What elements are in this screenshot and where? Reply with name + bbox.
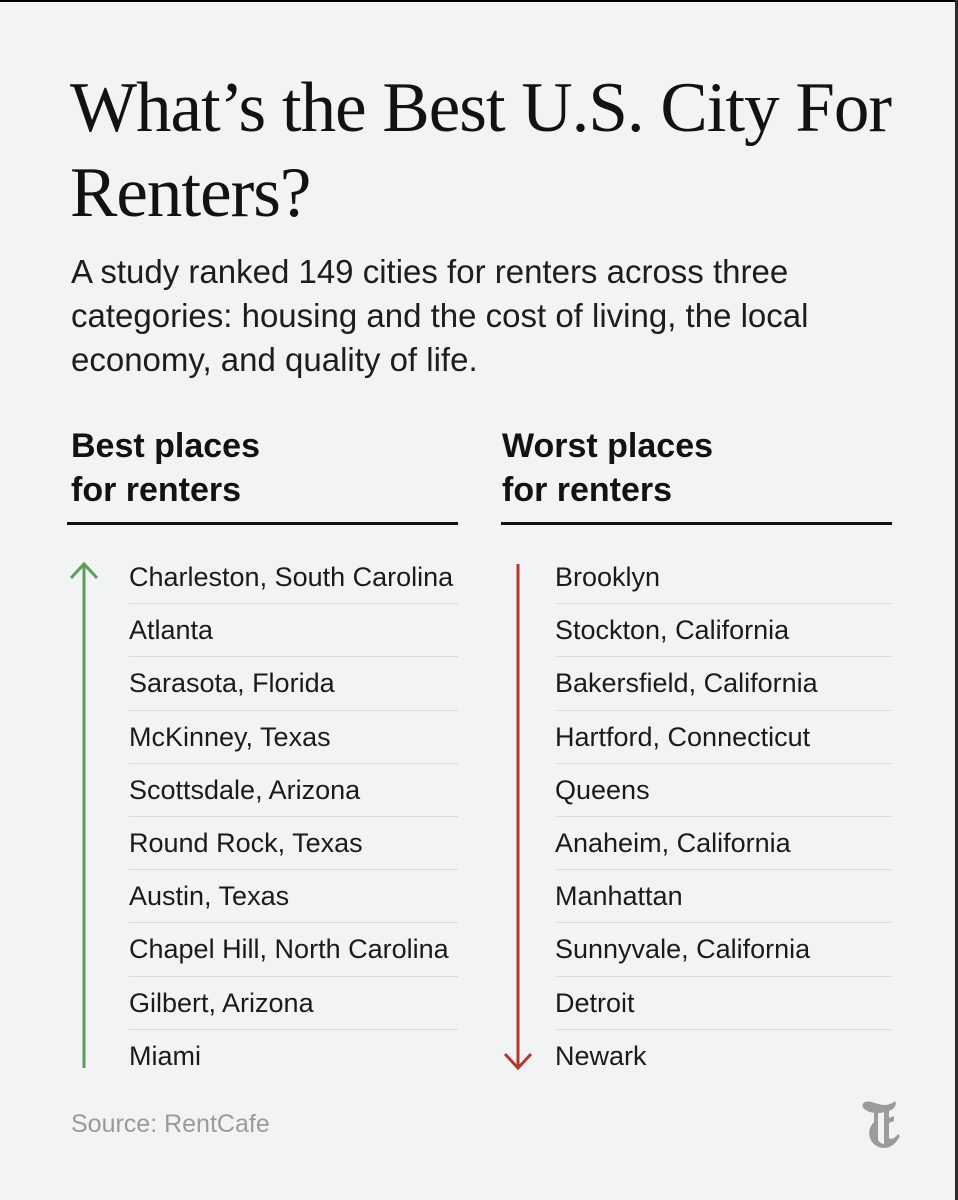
list-item: Sunnyvale, California [555,923,892,977]
subtitle: A study ranked 149 cities for renters ac… [71,253,809,378]
worst-heading-rule [501,522,892,525]
best-heading-rule [67,522,458,525]
list-item: Gilbert, Arizona [129,977,458,1030]
list-item: Stockton, California [555,604,892,658]
source-credit: Source: RentCafe [71,1110,270,1138]
page-title: What’s the Best U.S. City For Renters? [70,69,892,232]
arrow-down-icon [503,564,533,1071]
best-heading-line1: Best places [71,427,260,465]
list-item: Austin, Texas [129,870,458,924]
list-item: Scottsdale, Arizona [129,764,458,817]
best-heading-line2: for renters [71,471,242,509]
worst-heading-line1: Worst places [502,427,714,465]
nyt-t-logo-icon [862,1101,900,1148]
list-item: Manhattan [555,870,892,924]
arrow-up-icon [69,561,99,1068]
list-item: Round Rock, Texas [129,817,458,871]
worst-places-list: Brooklyn Stockton, California Bakersfiel… [555,551,892,1083]
list-item: Bakersfield, California [555,657,892,711]
list-item: Charleston, South Carolina [129,551,458,605]
list-item: Sarasota, Florida [129,657,458,711]
list-item: McKinney, Texas [129,711,458,764]
best-places-heading: Best places for renters [71,424,260,512]
worst-places-heading: Worst places for renters [502,424,713,512]
list-item: Newark [555,1040,647,1071]
list-item: Detroit [555,977,892,1030]
list-item: Miami [129,1040,201,1071]
worst-heading-line2: for renters [502,471,673,509]
best-places-list: Charleston, South Carolina Atlanta Saras… [129,551,458,1083]
list-item: Anaheim, California [555,817,892,871]
right-border [955,0,958,1200]
top-border [0,0,958,2]
list-item: Chapel Hill, North Carolina [129,923,458,977]
list-item: Queens [555,764,892,817]
list-item: Hartford, Connecticut [555,711,892,764]
list-item: Atlanta [129,604,458,658]
list-item: Brooklyn [555,551,892,605]
